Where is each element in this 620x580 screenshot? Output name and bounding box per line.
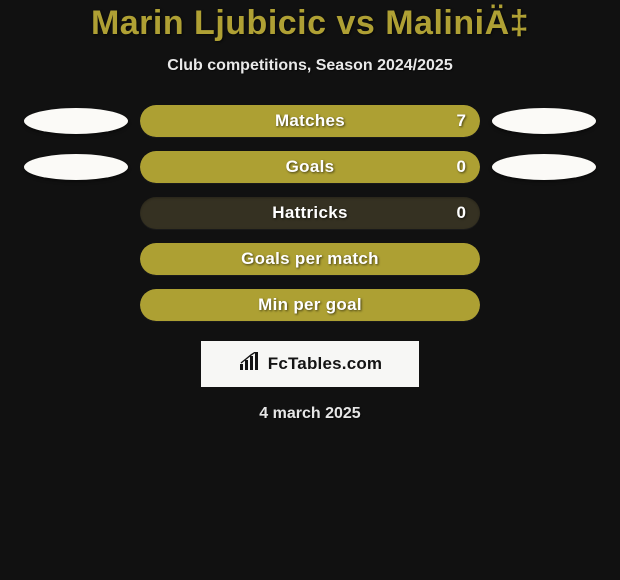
stat-value: 7 — [457, 105, 466, 137]
stat-label: Min per goal — [140, 289, 480, 321]
player-left-avatar-slot — [22, 284, 130, 326]
player-right-avatar-slot — [490, 192, 598, 234]
stat-row: Matches7 — [0, 105, 620, 137]
footer-date: 4 march 2025 — [0, 405, 620, 423]
player-right-avatar-slot — [490, 238, 598, 280]
player-right-avatar-slot — [490, 146, 598, 188]
stat-bar: Goals0 — [140, 151, 480, 183]
player-right-avatar — [492, 108, 596, 134]
player-left-avatar — [24, 108, 128, 134]
logo-box: FcTables.com — [201, 341, 419, 387]
player-right-avatar-slot — [490, 284, 598, 326]
stat-label: Matches — [140, 105, 480, 137]
logo-text: FcTables.com — [268, 354, 383, 374]
player-left-avatar-slot — [22, 146, 130, 188]
stat-bar: Hattricks0 — [140, 197, 480, 229]
stat-row: Hattricks0 — [0, 197, 620, 229]
stats-list: Matches7Goals0Hattricks0Goals per matchM… — [0, 105, 620, 321]
player-left-avatar-slot — [22, 100, 130, 142]
comparison-card: Marin Ljubicic vs MaliniÄ‡ Club competit… — [0, 0, 620, 580]
stat-bar: Min per goal — [140, 289, 480, 321]
player-left-avatar — [24, 154, 128, 180]
page-title: Marin Ljubicic vs MaliniÄ‡ — [0, 4, 620, 43]
stat-value: 0 — [457, 197, 466, 229]
player-left-avatar-slot — [22, 238, 130, 280]
stat-label: Hattricks — [140, 197, 480, 229]
stat-row: Goals per match — [0, 243, 620, 275]
player-left-avatar-slot — [22, 192, 130, 234]
stat-row: Min per goal — [0, 289, 620, 321]
stat-label: Goals per match — [140, 243, 480, 275]
stat-bar: Matches7 — [140, 105, 480, 137]
stat-bar: Goals per match — [140, 243, 480, 275]
stat-row: Goals0 — [0, 151, 620, 183]
player-right-avatar-slot — [490, 100, 598, 142]
stat-value: 0 — [457, 151, 466, 183]
stat-label: Goals — [140, 151, 480, 183]
player-right-avatar — [492, 154, 596, 180]
page-subtitle: Club competitions, Season 2024/2025 — [0, 57, 620, 75]
logo-chart-icon — [238, 352, 262, 377]
